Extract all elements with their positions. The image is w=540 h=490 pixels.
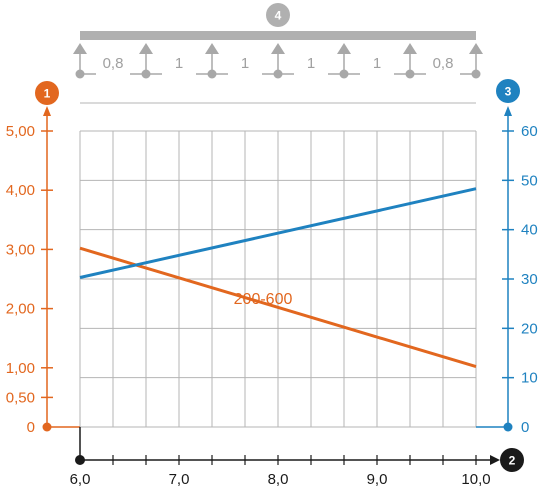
axes: 00,501,002,003,004,005,00101020304050603… bbox=[6, 79, 538, 488]
left-axis-badge bbox=[35, 81, 59, 105]
right-axis-arrow bbox=[504, 106, 512, 116]
beam-diagram: 4 0,8 1 1 1 1 0,8 bbox=[73, 3, 483, 84]
span-label-bg bbox=[96, 62, 130, 84]
x-axis-tick-label: 9,0 bbox=[367, 471, 388, 488]
span-label: 0,8 bbox=[433, 55, 454, 72]
right-axis-tick-label: 50 bbox=[521, 172, 538, 189]
x-axis-badge-label: 2 bbox=[509, 454, 516, 468]
left-axis-tick-label: 4,00 bbox=[6, 182, 35, 199]
right-axis-tick-label: 40 bbox=[521, 222, 538, 239]
left-axis-tick-label: 2,00 bbox=[6, 301, 35, 318]
span-label: 0,8 bbox=[103, 55, 124, 72]
x-axis-tick-label: 6,0 bbox=[70, 471, 91, 488]
support-triangle bbox=[73, 43, 87, 54]
right-axis-badge-label: 3 bbox=[505, 85, 512, 99]
beam-badge-label: 4 bbox=[275, 9, 282, 23]
span-label-bg bbox=[228, 62, 262, 84]
span-label-bg bbox=[360, 62, 394, 84]
right-axis-tick-label: 0 bbox=[521, 419, 529, 436]
beam-badge bbox=[266, 3, 290, 27]
right-axis-tick-label: 10 bbox=[521, 370, 538, 387]
support-triangle bbox=[139, 43, 153, 54]
left-axis-tick-label: 5,00 bbox=[6, 123, 35, 140]
x-axis-tick-label: 10,0 bbox=[461, 471, 490, 488]
left-axis-origin-dot bbox=[42, 422, 52, 432]
series-line-orange bbox=[79, 246, 477, 369]
series-annotation: 200-600 bbox=[234, 291, 293, 308]
support-triangle bbox=[469, 43, 483, 54]
left-axis-arrow bbox=[43, 106, 51, 116]
span-label: 1 bbox=[241, 55, 249, 72]
span-label-bg bbox=[426, 62, 460, 84]
x-axis-arrow bbox=[490, 455, 500, 465]
series-line-blue bbox=[79, 187, 477, 279]
x-axis-origin-dot bbox=[75, 455, 85, 465]
span-label: 1 bbox=[373, 55, 381, 72]
left-axis-tick-label: 0 bbox=[27, 419, 35, 436]
series bbox=[79, 187, 477, 369]
x-axis-badge bbox=[500, 448, 524, 472]
support-triangle bbox=[403, 43, 417, 54]
x-axis-tick-label: 7,0 bbox=[169, 471, 190, 488]
left-axis-badge-label: 1 bbox=[44, 87, 51, 101]
support-triangle bbox=[271, 43, 285, 54]
support-triangle bbox=[337, 43, 351, 54]
span-label-bg bbox=[162, 62, 196, 84]
span-label: 1 bbox=[175, 55, 183, 72]
grid bbox=[79, 102, 477, 428]
left-axis-tick-label: 0,50 bbox=[6, 389, 35, 406]
right-axis-badge bbox=[496, 79, 520, 103]
right-axis-tick-label: 30 bbox=[521, 271, 538, 288]
right-axis-tick-label: 20 bbox=[521, 320, 538, 337]
x-axis-tick-label: 8,0 bbox=[268, 471, 289, 488]
left-axis-tick-label: 3,00 bbox=[6, 241, 35, 258]
support-triangle bbox=[205, 43, 219, 54]
left-axis-tick-label: 1,00 bbox=[6, 360, 35, 377]
right-axis-origin-dot bbox=[503, 422, 513, 432]
span-label-bg bbox=[294, 62, 328, 84]
span-label: 1 bbox=[307, 55, 315, 72]
right-axis-tick-label: 60 bbox=[521, 123, 538, 140]
beam-bar bbox=[80, 31, 476, 40]
